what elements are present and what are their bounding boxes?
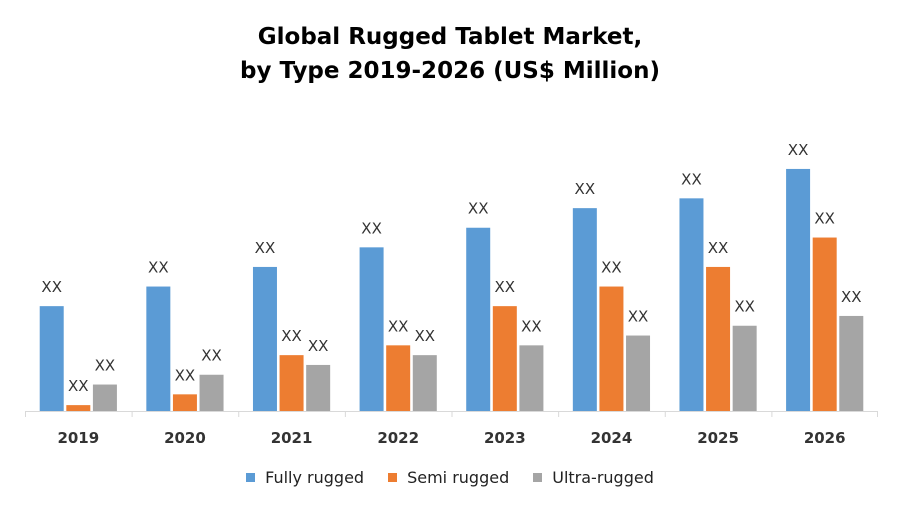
data-label: XX [95,357,116,375]
data-label: XX [468,200,489,218]
bar-fully-rugged-2019 [39,306,64,411]
bar-fully-rugged-2026 [786,168,811,411]
legend-label: Fully rugged [265,468,365,487]
bar-semi-rugged-2025 [706,266,731,411]
bar-semi-rugged-2023 [492,306,517,411]
bar-ultra-rugged-2020 [199,374,224,411]
x-tick-label: 2026 [804,429,846,447]
chart-title-line-1: Global Rugged Tablet Market, [257,24,643,50]
x-tick-label: 2020 [164,429,206,447]
bar-ultra-rugged-2023 [519,345,544,411]
data-label: XX [814,210,835,228]
data-label: XX [41,278,62,296]
data-label: XX [415,327,436,345]
data-label: XX [175,366,196,384]
bar-ultra-rugged-2019 [92,384,117,411]
legend-item-ultra-rugged: Ultra-rugged [533,468,654,487]
data-label: XX [281,327,302,345]
bar-fully-rugged-2023 [466,227,491,411]
legend-swatch [246,473,256,482]
legend-swatch [533,473,543,482]
data-label: XX [788,141,809,159]
data-label: XX [841,288,862,306]
bar-semi-rugged-2019 [66,405,91,411]
bar-semi-rugged-2022 [386,345,411,411]
bar-ultra-rugged-2022 [412,355,437,411]
data-label: XX [308,337,329,355]
data-label: XX [495,278,516,296]
bar-semi-rugged-2024 [599,286,624,411]
bar-fully-rugged-2022 [359,247,384,411]
data-label: XX [601,259,622,277]
data-label: XX [521,317,542,335]
data-label: XX [361,219,382,237]
data-label: XX [681,170,702,188]
data-label: XX [68,377,89,395]
bar-ultra-rugged-2024 [626,335,651,411]
bar-ultra-rugged-2025 [732,325,757,411]
legend-item-fully-rugged: Fully rugged [246,468,364,487]
data-label: XX [734,298,755,316]
chart-title-line-2: by Type 2019-2026 (US$ Million) [240,58,660,84]
data-label: XX [201,347,222,365]
x-tick-label: 2024 [591,429,633,447]
legend-label: Ultra-rugged [552,468,654,487]
legend-swatch [388,473,398,482]
x-tick-label: 2022 [377,429,419,447]
bar-ultra-rugged-2026 [839,315,864,411]
legend-item-semi-rugged: Semi rugged [388,468,509,487]
data-label: XX [148,259,169,277]
x-tick-label: 2021 [271,429,313,447]
data-label: XX [255,239,276,257]
data-label: XX [628,308,649,326]
bar-semi-rugged-2026 [812,237,837,411]
bar-fully-rugged-2020 [146,286,171,411]
bar-ultra-rugged-2021 [306,364,331,411]
data-label: XX [388,317,409,335]
x-tick-label: 2025 [697,429,739,447]
bar-semi-rugged-2021 [279,355,304,411]
bar-semi-rugged-2020 [172,394,197,411]
data-label: XX [575,180,596,198]
data-label: XX [708,239,729,257]
bar-fully-rugged-2024 [572,208,597,411]
chart-legend: Fully rugged Semi rugged Ultra-rugged [0,468,900,487]
bar-fully-rugged-2025 [679,198,704,411]
bar-fully-rugged-2021 [252,266,277,411]
legend-label: Semi rugged [407,468,510,487]
x-tick-label: 2023 [484,429,526,447]
chart-title: Global Rugged Tablet Market, by Type 201… [0,20,900,88]
x-tick-label: 2019 [57,429,99,447]
